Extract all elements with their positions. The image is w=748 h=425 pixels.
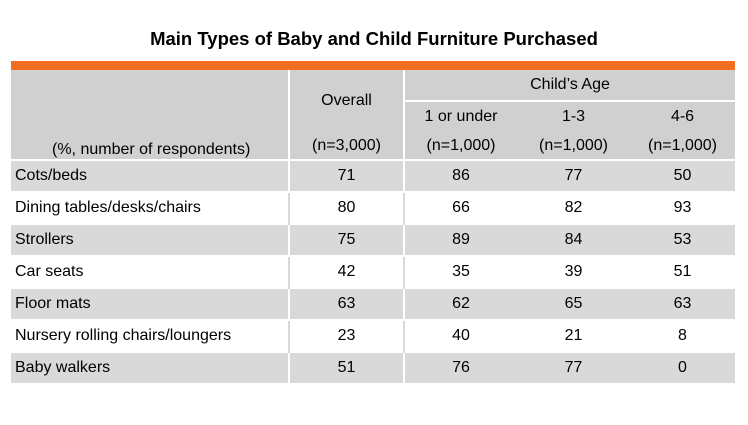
- row-item: Cots/beds: [11, 159, 289, 192]
- row-label-header: (%, number of respondents): [52, 141, 251, 158]
- cell-age: 50: [630, 159, 735, 192]
- cell-overall: 80: [288, 191, 404, 224]
- cell-age: 62: [403, 287, 517, 320]
- cell-age: 77: [517, 159, 630, 192]
- age-col-header: 4-6: [670, 108, 695, 125]
- cell-age: 84: [517, 223, 630, 256]
- table-row: Car seats 42 35 39 51: [11, 255, 735, 288]
- table-title: Main Types of Baby and Child Furniture P…: [150, 28, 598, 49]
- row-item: Dining tables/desks/chairs: [11, 191, 289, 224]
- table-row: Baby walkers 51 76 77 0: [11, 351, 735, 383]
- age-col-n: (n=1,000): [648, 136, 717, 154]
- cell-age: 21: [517, 319, 630, 352]
- age-col-n: (n=1,000): [403, 132, 517, 160]
- cell-age: 8: [630, 319, 735, 352]
- cell-age: 82: [517, 191, 630, 224]
- overall-header: Overall: [288, 70, 404, 132]
- table-row: Strollers 75 89 84 53: [11, 223, 735, 256]
- row-item: Strollers: [11, 223, 289, 256]
- row-item: Baby walkers: [11, 351, 289, 383]
- cell-age: 76: [403, 351, 517, 383]
- cell-age: 39: [517, 255, 630, 288]
- cell-age: 0: [630, 351, 735, 383]
- age-col-n: (n=1,000): [539, 136, 608, 154]
- cell-age: 86: [403, 159, 517, 192]
- cell-age: 63: [630, 287, 735, 320]
- row-item: Nursery rolling chairs/loungers: [11, 319, 289, 352]
- cell-age: 40: [403, 319, 517, 352]
- overall-n: (n=3,000): [288, 132, 404, 160]
- cell-overall: 51: [288, 351, 404, 383]
- cell-age: 93: [630, 191, 735, 224]
- cell-age: 35: [403, 255, 517, 288]
- table-row: Floor mats 63 62 65 63: [11, 287, 735, 320]
- cell-age: 66: [403, 191, 517, 224]
- table-row: Cots/beds 71 86 77 50: [11, 159, 735, 192]
- age-col-header: 1 or under: [403, 101, 517, 132]
- cell-age: 77: [517, 351, 630, 383]
- cell-age: 51: [630, 255, 735, 288]
- cell-overall: 23: [288, 319, 404, 352]
- cell-overall: 42: [288, 255, 404, 288]
- table-row: Dining tables/desks/chairs 80 66 82 93: [11, 191, 735, 224]
- accent-bar: [11, 61, 735, 70]
- row-item: Floor mats: [11, 287, 289, 320]
- row-item: Car seats: [11, 255, 289, 288]
- cell-overall: 75: [288, 223, 404, 256]
- table-header: (%, number of respondents) Overall Child…: [11, 70, 735, 160]
- cell-age: 65: [517, 287, 630, 320]
- cell-overall: 63: [288, 287, 404, 320]
- cell-age: 53: [630, 223, 735, 256]
- table-row: Nursery rolling chairs/loungers 23 40 21…: [11, 319, 735, 352]
- age-col-header: 1-3: [561, 108, 586, 125]
- childs-age-header: Child’s Age: [403, 70, 735, 102]
- cell-overall: 71: [288, 159, 404, 192]
- cell-age: 89: [403, 223, 517, 256]
- furniture-table: (%, number of respondents) Overall Child…: [11, 70, 735, 383]
